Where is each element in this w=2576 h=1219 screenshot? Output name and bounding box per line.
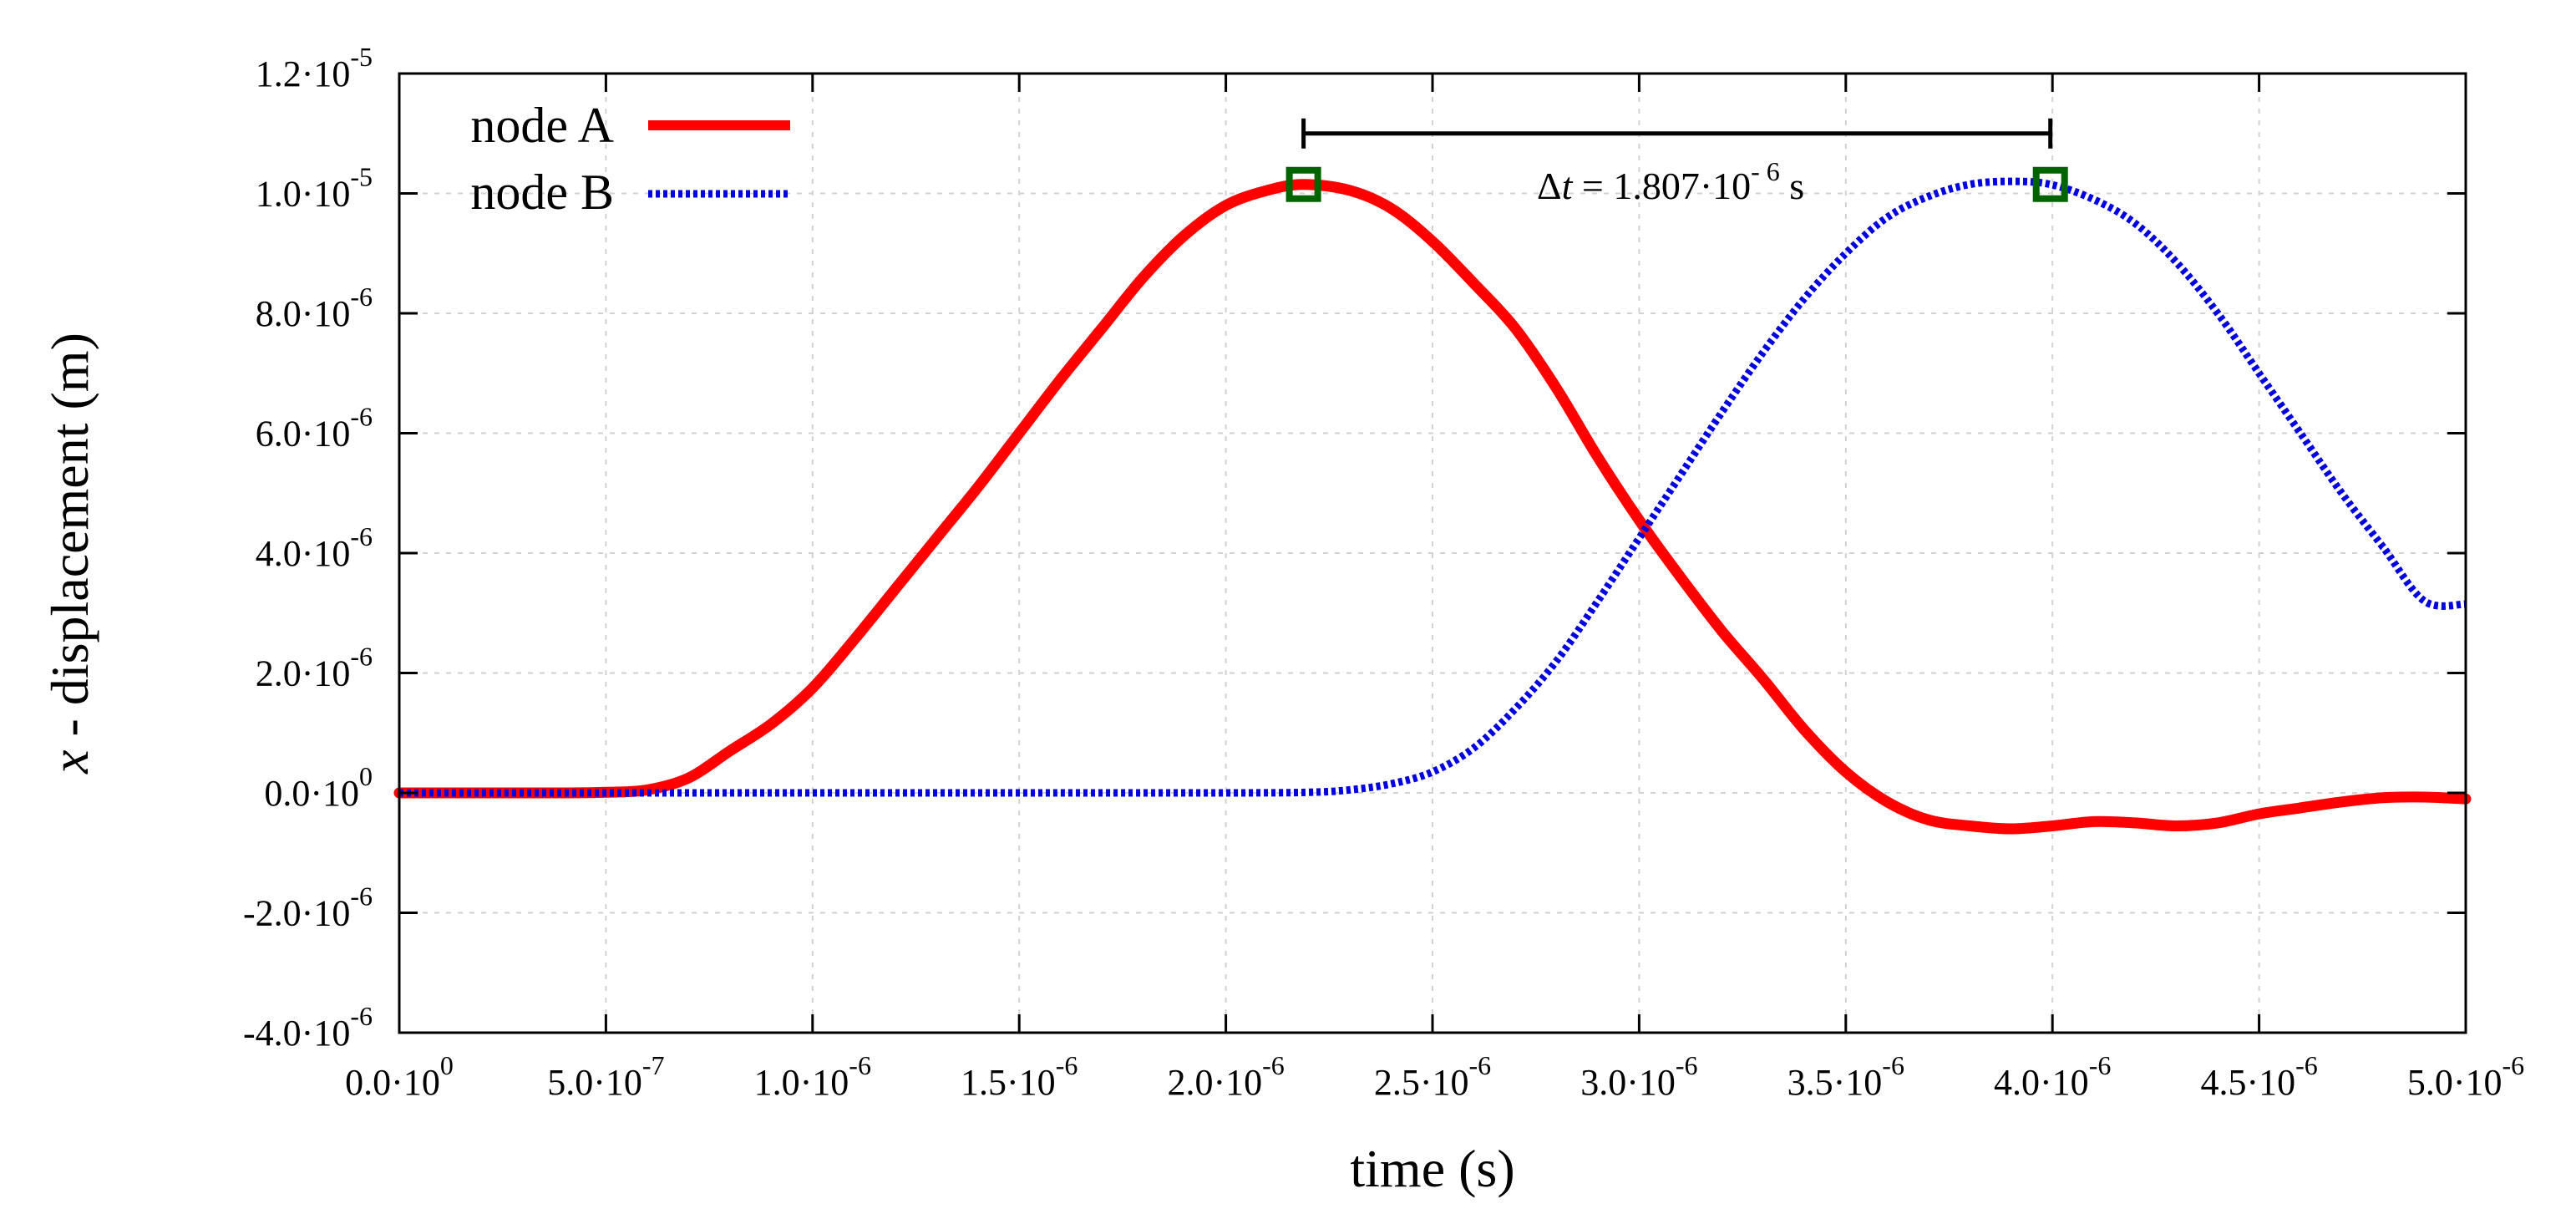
y-tick-exponent: -6	[350, 521, 373, 551]
x-tick-mantissa: 2.5·10	[1374, 1062, 1469, 1103]
y-tick-mantissa: 1.0·10	[256, 174, 351, 215]
delta-t-annotation: Δt = 1.807·10- 6 s	[1301, 118, 2053, 207]
x-tick-exponent: -6	[1262, 1050, 1285, 1080]
x-axis-title: time (s)	[1350, 1139, 1514, 1198]
series-layer	[393, 177, 2472, 835]
delta-value: = 1.807·10	[1572, 165, 1751, 207]
y-tick-label: 8.0·10-6	[256, 282, 373, 334]
peak-markers	[1285, 166, 2068, 202]
y-tick-label: -2.0·10-6	[243, 881, 373, 934]
x-tick-label: 3.0·10-6	[1580, 1050, 1697, 1103]
x-tick-label: 1.5·10-6	[961, 1050, 1078, 1103]
delta-unit: s	[1780, 165, 1804, 207]
x-tick-mantissa: 5.0·10	[2407, 1062, 2502, 1103]
y-tick-label: 2.0·10-6	[256, 642, 373, 694]
y-tick-exponent: -6	[350, 402, 373, 432]
legend-label-node-b: node B	[470, 165, 614, 220]
y-tick-mantissa: -4.0·10	[243, 1013, 350, 1054]
x-tick-label: 1.0·10-6	[754, 1050, 871, 1103]
x-tick-exponent: 0	[440, 1050, 454, 1080]
x-tick-mantissa: 1.0·10	[754, 1062, 849, 1103]
x-tick-labels: 0.0·100 5.0·10-7 1.0·10-6 1.5·10-6 2.0·10-6 2…	[345, 1050, 2524, 1103]
y-tick-exponent: -6	[350, 881, 373, 912]
y-tick-mantissa: 0.0·10	[264, 773, 359, 814]
x-tick-label: 4.0·10-6	[1994, 1050, 2111, 1103]
x-tick-mantissa: 4.5·10	[2200, 1062, 2295, 1103]
series-line-node-a	[393, 179, 2472, 835]
x-tick-exponent: -6	[2089, 1050, 2112, 1080]
x-tick-label: 3.5·10-6	[1787, 1050, 1904, 1103]
x-tick-mantissa: 1.5·10	[961, 1062, 1056, 1103]
y-tick-label: 6.0·10-6	[256, 402, 373, 455]
y-tick-mantissa: 8.0·10	[256, 293, 351, 334]
x-tick-exponent: -6	[1056, 1050, 1078, 1080]
x-tick-mantissa: 2.0·10	[1167, 1062, 1262, 1103]
x-tick-exponent: -6	[1676, 1050, 1698, 1080]
y-axis-title-var: x	[40, 749, 99, 774]
x-tick-exponent: -6	[1469, 1050, 1492, 1080]
y-tick-label: -4.0·10-6	[243, 1001, 373, 1054]
y-tick-label: 0.0·100	[264, 761, 373, 814]
y-tick-label: 1.2·10-5	[256, 42, 373, 94]
y-tick-mantissa: 1.2·10	[256, 53, 351, 94]
x-tick-label: 5.0·10-6	[2407, 1050, 2524, 1103]
x-tick-mantissa: 3.5·10	[1787, 1062, 1883, 1103]
y-tick-mantissa: -2.0·10	[243, 893, 350, 934]
delta-var: t	[1562, 165, 1574, 207]
x-tick-label: 0.0·100	[345, 1050, 454, 1103]
legend: node A node B	[470, 98, 790, 220]
y-axis-title: x - displacement (m)	[40, 333, 99, 775]
delta-exponent: - 6	[1751, 156, 1780, 186]
x-tick-exponent: -6	[1882, 1050, 1904, 1080]
y-tick-mantissa: 6.0·10	[256, 414, 351, 455]
y-tick-label: 1.0·10-5	[256, 162, 373, 215]
x-tick-exponent: -7	[642, 1050, 665, 1080]
x-tick-mantissa: 5.0·10	[547, 1062, 642, 1103]
y-axis-title-rest: - displacement (m)	[40, 333, 99, 749]
x-tick-label: 2.0·10-6	[1167, 1050, 1284, 1103]
delta-t-label: Δt = 1.807·10- 6 s	[1537, 156, 1804, 207]
x-tick-label: 4.5·10-6	[2200, 1050, 2317, 1103]
y-tick-mantissa: 4.0·10	[256, 533, 351, 574]
y-tick-exponent: -6	[350, 1001, 373, 1031]
x-tick-exponent: -6	[849, 1050, 871, 1080]
peak-marker	[1285, 166, 1321, 202]
delta-symbol: Δ	[1537, 165, 1562, 207]
y-tick-exponent: -6	[350, 282, 373, 312]
axis-ticks	[398, 72, 2467, 1034]
peak-marker	[2032, 166, 2068, 202]
x-tick-label: 2.5·10-6	[1374, 1050, 1491, 1103]
x-tick-mantissa: 0.0·10	[345, 1062, 440, 1103]
x-tick-exponent: -6	[2295, 1050, 2318, 1080]
x-tick-label: 5.0·10-7	[547, 1050, 664, 1103]
y-tick-exponent: -5	[350, 162, 373, 192]
x-tick-exponent: -6	[2502, 1050, 2525, 1080]
y-tick-exponent: -5	[350, 42, 373, 72]
series-line-node-b	[399, 177, 2467, 797]
y-tick-mantissa: 2.0·10	[256, 653, 351, 694]
y-tick-labels: -4.0·10-6-2.0·10-60.0·1002.0·10-64.0·10-…	[243, 42, 373, 1054]
y-tick-exponent: -6	[350, 642, 373, 672]
x-tick-mantissa: 4.0·10	[1994, 1062, 2089, 1103]
x-tick-mantissa: 3.0·10	[1580, 1062, 1676, 1103]
legend-label-node-a: node A	[470, 98, 614, 153]
y-tick-exponent: 0	[359, 761, 373, 791]
y-tick-label: 4.0·10-6	[256, 521, 373, 574]
